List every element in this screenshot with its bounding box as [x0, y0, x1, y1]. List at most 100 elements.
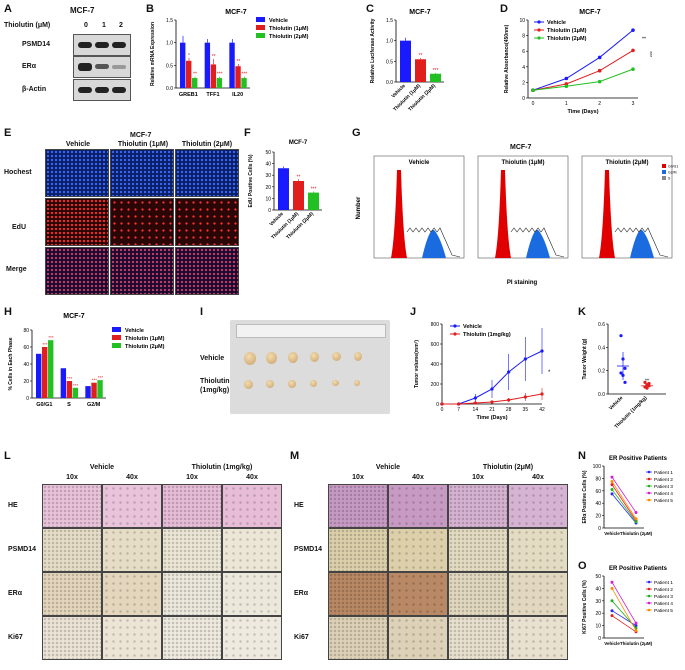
g-legend-swatch-0: [662, 164, 666, 168]
o-ylabel: Ki67 Positive Cells (%): [582, 580, 588, 634]
d-xlabel: Time (Days): [567, 109, 598, 115]
h-sig-1-2: ***: [73, 383, 79, 388]
l-image-3-0: [42, 616, 102, 660]
o-legend-marker-2: [647, 594, 651, 598]
g-trace-1: [510, 227, 565, 258]
chart-n-era-patients: ER Positive Patients 0 20 40 60 80 100 ERα Posi…: [582, 456, 673, 536]
k-point-0-2: [623, 366, 627, 370]
b-legend-label-1: Thiolutin (1μM): [269, 26, 309, 32]
e-image-2-0: [45, 247, 109, 295]
e-image-0-0: [45, 149, 109, 197]
h-bar-0-1: [42, 347, 48, 398]
i-row-thiolutin: Thiolutin: [200, 378, 230, 385]
tumor-0-0: [244, 352, 256, 365]
e-image-0-1: [110, 149, 174, 197]
b-bar-0-1: [186, 60, 192, 88]
j-sig-0: *: [548, 370, 551, 376]
l-row-3: Ki67: [8, 634, 23, 641]
o-line-1: [611, 615, 637, 633]
j-point-1-2: [473, 401, 477, 405]
o-point-3-0: [610, 580, 614, 584]
d-ytick-label-1: 2: [522, 80, 525, 86]
b-bar-2-1: [235, 66, 241, 88]
g-ylabel: Number: [356, 196, 362, 219]
h-ytick-label-1: 20: [23, 379, 29, 385]
o-legend-marker-4: [647, 608, 651, 612]
l-image-0-3: [222, 484, 282, 528]
h-sig-2-1: ***: [92, 378, 98, 383]
m-image-2-1: [388, 572, 448, 616]
m-row-0: HE: [294, 502, 304, 509]
e-image-1-0: [45, 198, 109, 246]
o-legend-label-4: Patient 5: [654, 608, 673, 614]
j-point-0-2: [473, 396, 477, 400]
l-image-2-3: [222, 572, 282, 616]
h-cat-0: G0/G1: [36, 402, 52, 408]
o-cat-0: Vehicle: [604, 641, 620, 646]
c-ytick-label-1: 0.5: [386, 59, 393, 65]
m-row-1: PSMD14: [294, 546, 323, 553]
b-legend-swatch-2: [256, 33, 265, 38]
h-sig-0-2: ***: [48, 335, 54, 340]
o-ytick-label-0: 0: [598, 636, 601, 642]
m-image-0-1: [388, 484, 448, 528]
l-image-3-1: [102, 616, 162, 660]
panel-label-c: C: [366, 3, 374, 15]
j-xtick-4: 28: [506, 407, 512, 413]
d-ytick-label-0: 0: [522, 96, 525, 102]
b-bar-1-1: [210, 64, 217, 88]
e-row-hochest: Hochest: [4, 169, 32, 176]
g-legend-label-1: G2/M: [668, 171, 677, 175]
n-point-2-0: [610, 488, 614, 492]
l-row-2: ERα: [8, 590, 23, 597]
j-xtick-1: 7: [457, 407, 460, 413]
dose-label-2: 2: [119, 22, 123, 29]
j-point-1-0: [440, 402, 444, 406]
h-sig-1-1: ***: [67, 376, 73, 381]
e-image-2-2: [175, 247, 239, 295]
m-mag-2: 10x: [472, 474, 484, 481]
blot-strip-actin: [73, 79, 131, 101]
b-cat-1: TFF1: [206, 92, 219, 98]
n-legend-label-1: Patient 2: [654, 477, 673, 483]
d-sig-0: **: [642, 36, 646, 42]
b-legend-swatch-1: [256, 25, 265, 30]
l-image-2-2: [162, 572, 222, 616]
b-sig-1-2: ***: [217, 72, 223, 78]
l-image-1-0: [42, 528, 102, 572]
n-legend-marker-0: [647, 470, 651, 474]
j-legend-marker-0: [453, 324, 457, 328]
g-legend-swatch-2: [662, 176, 666, 180]
k-point-0-3: [619, 371, 623, 375]
m-image-2-3: [508, 572, 568, 616]
k-sig-1: **: [645, 379, 649, 385]
n-cat-0: Vehicle: [604, 531, 620, 536]
b-sig-1-1: **: [212, 54, 216, 60]
e-row-merge: Merge: [6, 266, 27, 273]
o-ytick-label-4: 40: [595, 586, 601, 592]
h-sig-2-2: ***: [98, 375, 104, 380]
o-legend-marker-1: [647, 587, 651, 591]
n-point-3-1: [634, 511, 638, 514]
f-bar-0: [278, 168, 289, 210]
c-ytick-label-3: 1.5: [386, 18, 393, 24]
m-image-2-2: [448, 572, 508, 616]
n-line-4: [611, 481, 637, 519]
panel-label-j: J: [410, 306, 417, 318]
b-bar-1-0: [204, 42, 211, 88]
chart-j-tumor-volume: 0 200 400 600 800 Tumor volume(mm³) 0 7 14 21 28 35…: [414, 322, 551, 421]
l-image-1-3: [222, 528, 282, 572]
f-bar-2: [308, 192, 319, 210]
o-point-4-0: [610, 586, 614, 590]
f-ytick-label-5: 50: [265, 150, 271, 156]
e-image-2-1: [110, 247, 174, 295]
f-sig-2: ***: [311, 186, 317, 192]
b-bar-2-0: [229, 42, 235, 88]
m-group-0: Vehicle: [375, 464, 401, 471]
j-ytick-label-2: 400: [431, 362, 440, 368]
h-ytick-label-3: 60: [23, 345, 29, 351]
f-ytick-label-3: 30: [265, 173, 271, 179]
n-legend-label-3: Patient 4: [654, 491, 673, 497]
chart-c-luciferase: MCF-7 0.0 0.5 1.0 1.5 Relative Luciferase Act…: [370, 9, 444, 113]
